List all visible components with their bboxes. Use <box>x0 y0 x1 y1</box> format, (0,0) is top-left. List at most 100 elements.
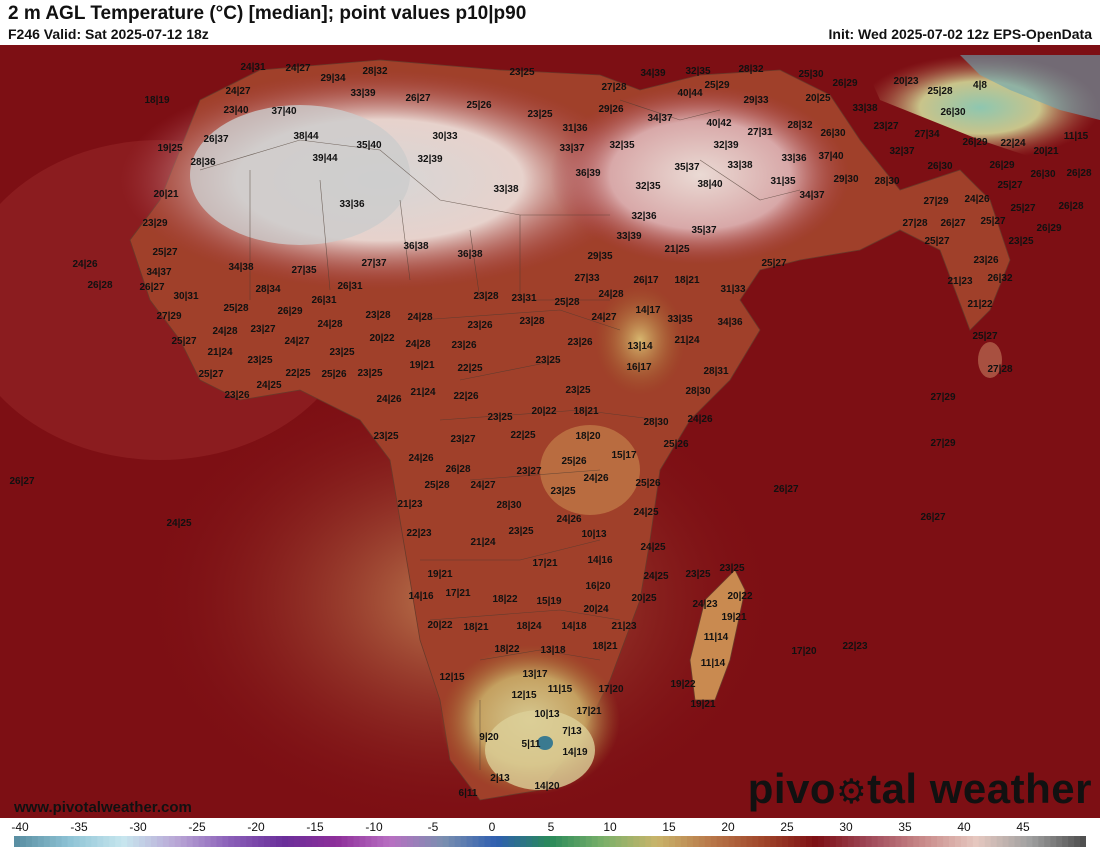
colorbar-segment <box>121 836 128 847</box>
point-value-label: 11|14 <box>703 632 729 643</box>
point-value-label: 20|25 <box>631 593 657 604</box>
point-value-label: 24|28 <box>212 326 238 337</box>
colorbar-segment <box>526 836 533 847</box>
point-value-label: 26|30 <box>927 161 953 172</box>
point-value-label: 23|25 <box>487 412 513 423</box>
point-value-label: 28|30 <box>643 417 669 428</box>
colorbar-segment <box>1044 836 1051 847</box>
colorbar-segment <box>133 836 140 847</box>
point-value-label: 27|34 <box>914 129 940 140</box>
point-value-label: 27|29 <box>156 311 182 322</box>
point-value-label: 17|21 <box>532 558 558 569</box>
point-value-label: 13|17 <box>522 669 548 680</box>
point-value-label: 15|17 <box>611 450 637 461</box>
gear-icon: ⚙ <box>836 773 868 811</box>
colorbar-segment <box>847 836 855 847</box>
point-value-label: 26|29 <box>989 160 1015 171</box>
colorbar-segment <box>984 836 992 847</box>
point-value-label: 31|36 <box>562 123 588 134</box>
colorbar-segment <box>460 836 468 847</box>
point-value-label: 24|26 <box>72 259 98 270</box>
colorbar-segment <box>746 836 754 847</box>
colorbar-segment <box>430 836 438 847</box>
point-value-label: 23|26 <box>467 320 493 331</box>
colorbar-segment <box>317 836 325 847</box>
point-value-label: 13|14 <box>627 341 653 352</box>
colorbar-segment <box>603 836 611 847</box>
point-value-label: 21|24 <box>674 335 700 346</box>
point-value-label: 33|39 <box>350 88 376 99</box>
colorbar-segment <box>79 836 87 847</box>
point-value-label: 36|38 <box>403 241 429 252</box>
colorbar-segment <box>770 836 777 847</box>
point-value-label: 14|19 <box>562 747 588 758</box>
logo-text-left: pivo <box>747 765 837 812</box>
colorbar-segment <box>954 836 962 847</box>
point-value-label: 23|25 <box>1008 236 1034 247</box>
point-value-label: 23|26 <box>451 340 477 351</box>
point-value-label: 37|40 <box>271 106 297 117</box>
point-value-label: 7|13 <box>562 726 582 737</box>
point-value-label: 23|40 <box>223 105 249 116</box>
point-value-label: 25|26 <box>561 456 587 467</box>
point-value-label: 24|28 <box>405 339 431 350</box>
colorbar-segment <box>645 836 652 847</box>
point-value-label: 26|27 <box>139 282 165 293</box>
point-value-label: 22|23 <box>406 528 432 539</box>
point-value-label: 26|27 <box>920 512 946 523</box>
point-value-label: 26|27 <box>773 484 799 495</box>
colorbar-segment <box>341 836 349 847</box>
colorbar-segment <box>1050 836 1057 847</box>
colorbar-segment <box>883 836 891 847</box>
point-value-label: 32|35 <box>635 181 661 192</box>
colorbar-segment <box>859 836 867 847</box>
colorbar-segment <box>145 836 152 847</box>
colorbar-segment <box>49 836 57 847</box>
point-value-label: 28|30 <box>685 386 711 397</box>
colorbar-tick-label: 40 <box>957 820 971 834</box>
colorbar-segment <box>418 836 426 847</box>
point-value-label: 25|28 <box>223 303 249 314</box>
colorbar-segment <box>490 836 497 847</box>
point-value-label: 23|25 <box>357 368 383 379</box>
point-value-label: 16|17 <box>626 362 652 373</box>
colorbar-segment <box>204 836 212 847</box>
point-value-label: 25|26 <box>635 478 661 489</box>
colorbar-tick-label: -5 <box>427 820 439 834</box>
point-value-label: 28|31 <box>703 366 729 377</box>
point-value-label: 34|37 <box>146 267 172 278</box>
colorbar-segment <box>806 836 813 847</box>
point-value-label: 33|35 <box>667 314 693 325</box>
point-value-label: 16|20 <box>585 581 611 592</box>
point-value-label: 23|26 <box>973 255 999 266</box>
colorbar-segment <box>19 836 27 847</box>
colorbar-segment <box>937 836 944 847</box>
point-value-label: 23|28 <box>365 310 391 321</box>
colorbar-tick-label: -30 <box>129 820 147 834</box>
colorbar-segment <box>85 836 93 847</box>
colorbar-segment <box>150 836 158 847</box>
point-value-label: 21|23 <box>397 499 423 510</box>
colorbar-segment <box>698 836 706 847</box>
colorbar-segment <box>514 836 521 847</box>
colorbar-legend: -40 -35 -30 -25 -20 -15 -10 -5 0 5 10 15 20 25 30 35 40 4… <box>0 818 1100 850</box>
point-value-label: 21|24 <box>470 537 496 548</box>
site-url: www.pivotalweather.com <box>14 799 192 816</box>
point-value-label: 22|25 <box>285 368 311 379</box>
point-value-label: 27|28 <box>987 364 1013 375</box>
point-value-label: 34|38 <box>228 262 254 273</box>
colorbar-segment <box>299 836 307 847</box>
colorbar-segment <box>686 836 694 847</box>
colorbar-segment <box>472 836 480 847</box>
point-value-label: 19|21 <box>721 612 747 623</box>
colorbar-segment <box>359 836 366 847</box>
point-value-label: 23|29 <box>142 218 168 229</box>
colorbar-segment <box>800 836 807 847</box>
colorbar-segment <box>633 836 640 847</box>
colorbar-segment <box>704 836 712 847</box>
colorbar-segment <box>877 836 885 847</box>
colorbar-segment <box>752 836 760 847</box>
point-value-label: 34|37 <box>799 190 825 201</box>
point-value-label: 18|21 <box>573 406 599 417</box>
point-value-label: 24|25 <box>640 542 666 553</box>
